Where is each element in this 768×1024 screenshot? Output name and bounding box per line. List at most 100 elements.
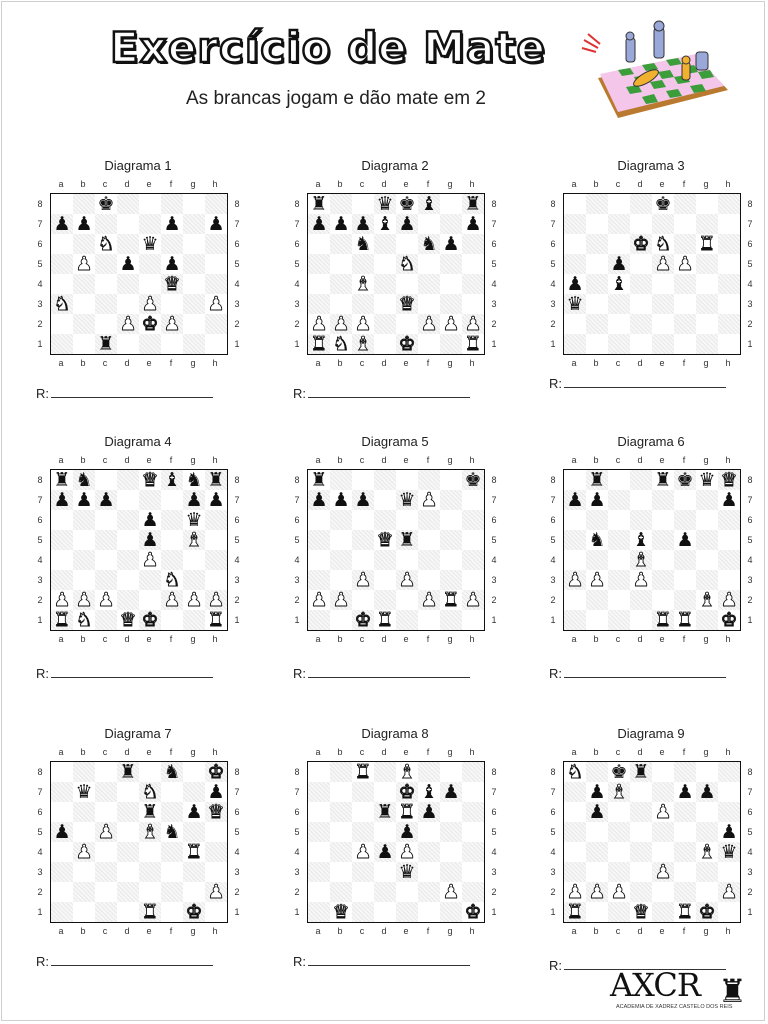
- file-label: d: [637, 926, 643, 936]
- black-knight-icon: ♞: [185, 469, 203, 491]
- white-knight-icon: ♞: [654, 233, 672, 255]
- white-knight-icon: ♞: [141, 781, 159, 803]
- board-square: [462, 882, 484, 902]
- board-square: [352, 590, 374, 610]
- board-square: [462, 802, 484, 822]
- board-square: [718, 254, 740, 274]
- board-square: [308, 194, 330, 214]
- board-square: [51, 902, 73, 922]
- rank-label: 4: [747, 279, 753, 289]
- white-king-icon: ♚: [141, 313, 159, 335]
- answer-line[interactable]: [564, 377, 726, 388]
- chess-illustration: [581, 20, 728, 118]
- rank-label: 1: [747, 615, 753, 625]
- rank-label: 1: [491, 339, 497, 349]
- board-square: [205, 470, 227, 490]
- board-square: [462, 570, 484, 590]
- board-square: [51, 314, 73, 334]
- answer-field[interactable]: R:: [549, 958, 726, 973]
- board-square: [418, 334, 440, 354]
- board-square: [586, 802, 608, 822]
- answer-field[interactable]: R:: [36, 954, 213, 969]
- rank-labels-left: 8 7 6 5 4 3 2 1: [291, 470, 303, 630]
- rank-label: 7: [234, 495, 240, 505]
- file-label: g: [190, 455, 196, 465]
- board-square: [352, 334, 374, 354]
- white-queen-icon: ♛: [376, 529, 394, 551]
- rank-label: 1: [234, 907, 240, 917]
- board-square: [95, 842, 117, 862]
- board-square: [330, 214, 352, 234]
- answer-line[interactable]: [51, 387, 213, 398]
- answer-field[interactable]: R:: [293, 666, 470, 681]
- board-square: [117, 550, 139, 570]
- answer-line[interactable]: [51, 955, 213, 966]
- white-pawn-icon: ♟: [420, 589, 438, 611]
- answer-field[interactable]: R:: [36, 666, 213, 681]
- black-rook-icon: ♜: [119, 761, 137, 783]
- answer-field[interactable]: R:: [549, 666, 726, 681]
- board-square: [73, 510, 95, 530]
- file-label: g: [703, 926, 709, 936]
- rank-label: 6: [294, 239, 300, 249]
- black-pawn-icon: ♟: [420, 801, 438, 823]
- black-bishop-icon: ♝: [610, 273, 628, 295]
- board-square: [161, 762, 183, 782]
- black-queen-icon: ♛: [141, 233, 159, 255]
- answer-field[interactable]: R:: [36, 386, 213, 401]
- board-square: [564, 902, 586, 922]
- answer-line[interactable]: [564, 959, 726, 970]
- rank-label: 4: [550, 279, 556, 289]
- diagram-title: Diagrama 7: [104, 726, 172, 741]
- answer-label: R:: [293, 954, 306, 969]
- answer-line[interactable]: [564, 667, 726, 678]
- board-square: [440, 194, 462, 214]
- board-square: [674, 294, 696, 314]
- file-label: h: [469, 455, 475, 465]
- black-pawn-icon: ♟: [566, 273, 584, 295]
- file-label: f: [682, 747, 686, 757]
- rank-label: 3: [747, 575, 753, 585]
- file-labels-top: a b c d e f g h: [50, 455, 226, 467]
- chess-board: ♜ ♚ ♟ ♟ ♟ ♛ ♟ ♛ ♜ ♟ ♟ ♟ ♟ ♟ ♜ ♟ ♚ ♜: [307, 469, 485, 631]
- white-pawn-icon: ♟: [588, 569, 606, 591]
- board-square: [330, 550, 352, 570]
- answer-field[interactable]: R:: [549, 376, 726, 391]
- board-square: [308, 862, 330, 882]
- board-square: [696, 530, 718, 550]
- rank-label: 1: [491, 907, 497, 917]
- answer-line[interactable]: [308, 955, 470, 966]
- file-label: a: [315, 179, 321, 189]
- file-label: g: [447, 634, 453, 644]
- black-pawn-icon: ♟: [53, 821, 71, 843]
- rank-label: 2: [550, 595, 556, 605]
- answer-line[interactable]: [308, 667, 470, 678]
- board-square: [630, 234, 652, 254]
- answer-line[interactable]: [51, 667, 213, 678]
- file-label: d: [124, 634, 130, 644]
- diagram-5: Diagrama 5 a b c d e f g h a b c d e f g h 8 7 6 5 4 3 2 1 8 7 6 5 4 3…: [275, 434, 515, 694]
- board-square: [564, 762, 586, 782]
- board-square: [374, 530, 396, 550]
- board-square: [608, 470, 630, 490]
- black-rook-icon: ♜: [376, 801, 394, 823]
- board-square: [440, 590, 462, 610]
- file-label: b: [80, 747, 86, 757]
- board-square: [462, 530, 484, 550]
- file-label: h: [725, 634, 731, 644]
- answer-field[interactable]: R:: [293, 954, 470, 969]
- board-square: [586, 762, 608, 782]
- answer-line[interactable]: [308, 387, 470, 398]
- board-square: [95, 510, 117, 530]
- file-label: d: [381, 926, 387, 936]
- board-square: [117, 510, 139, 530]
- board-square: [374, 550, 396, 570]
- answer-field[interactable]: R:: [293, 386, 470, 401]
- board-square: [117, 530, 139, 550]
- black-rook-icon: ♜: [632, 761, 650, 783]
- board-square: [586, 214, 608, 234]
- rank-label: 6: [491, 239, 497, 249]
- rank-label: 8: [37, 475, 43, 485]
- white-rook-icon: ♜: [185, 841, 203, 863]
- board-square: [95, 782, 117, 802]
